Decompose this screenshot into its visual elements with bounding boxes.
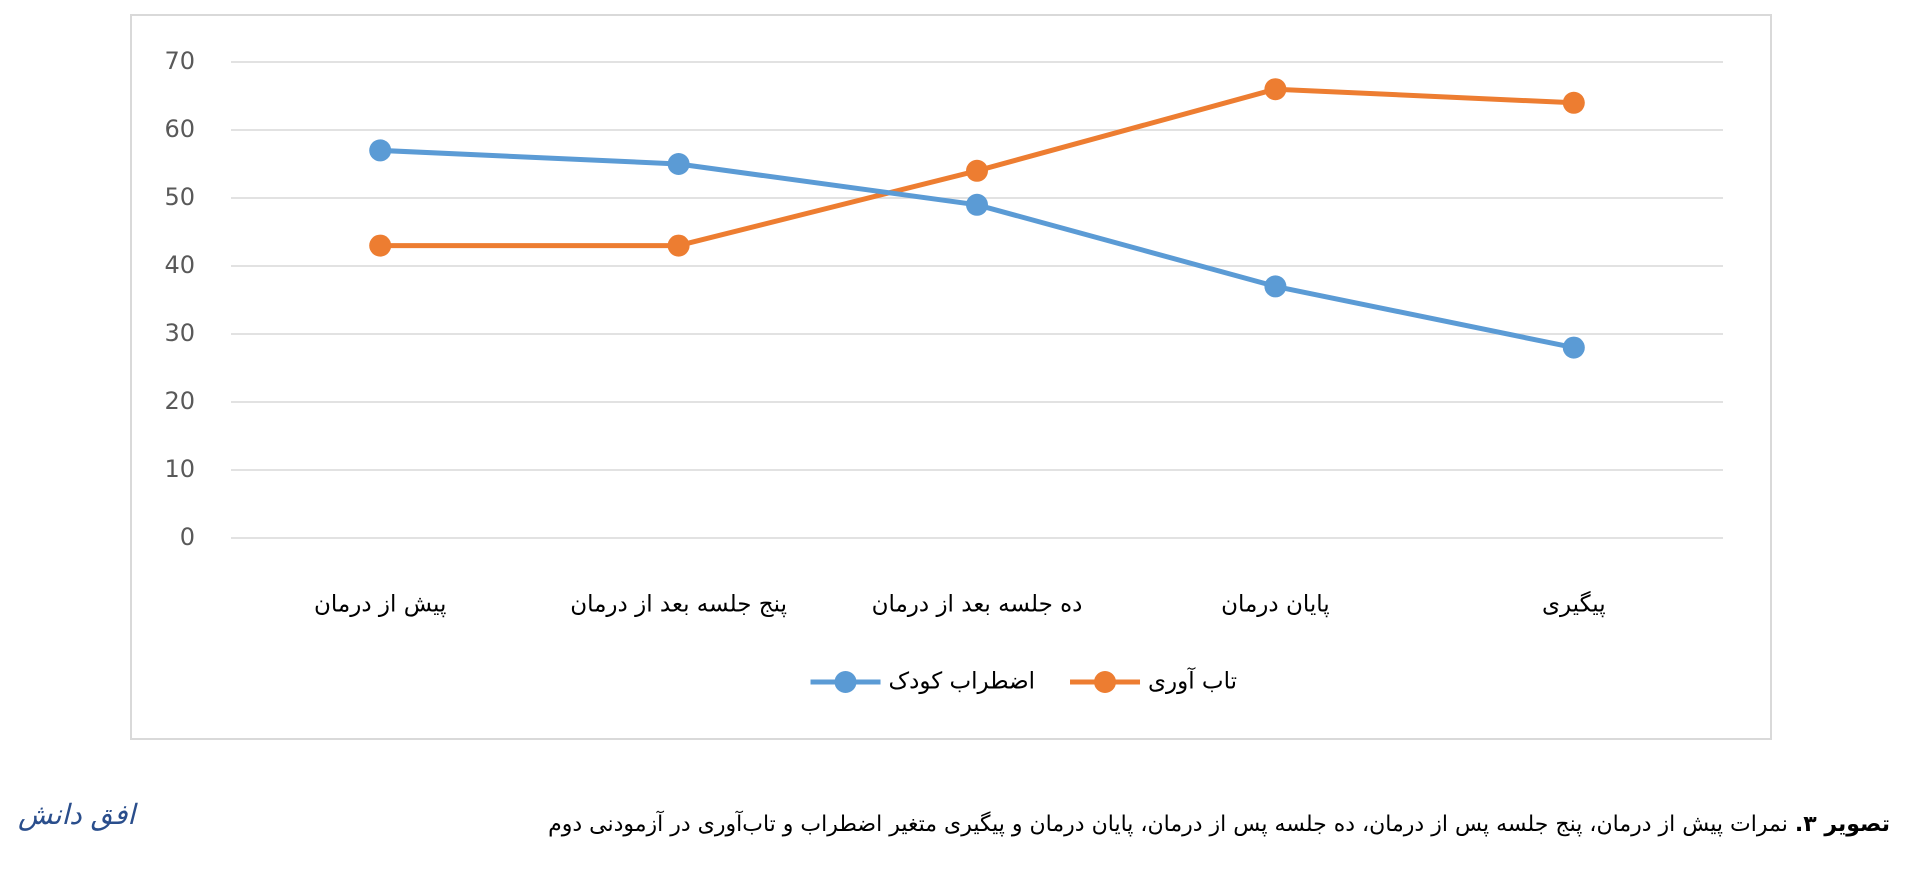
y-tick-label: 40 [164,251,195,279]
data-point [1562,91,1585,114]
y-tick-label: 20 [164,387,195,415]
caption-text: نمرات پیش از درمان، پنج جلسه پس از درمان… [548,812,1788,837]
data-point [966,159,988,182]
x-tick-label: ده جلسه بعد از درمان [872,592,1083,618]
x-tick-label: پنج جلسه بعد از درمان [570,592,787,618]
data-point [1264,78,1287,101]
legend-marker [1094,671,1117,693]
y-tick-label: 70 [164,47,195,75]
caption-label: تصویر ۳. [1794,812,1890,837]
data-point [667,153,690,175]
data-point [1264,275,1287,298]
chart-frame [130,14,1772,740]
legend-label: تاب آوری [1148,667,1237,695]
data-point [667,234,690,257]
caption: تصویر ۳. نمرات پیش از درمان، پنج جلسه پس… [548,812,1890,837]
y-tick-label: 10 [164,455,195,483]
chart: 0 10 20 30 40 50 60 70 پیش از درمان پنج جلسه بعد … [130,14,1772,740]
y-tick-label: 50 [164,183,195,211]
legend-label: اضطراب کودک [889,669,1036,695]
y-tick-label: 60 [164,115,195,143]
data-point [369,234,392,257]
data-point [966,193,988,216]
y-tick-label: 30 [164,319,195,347]
legend-marker [834,671,857,693]
y-tick-label: 0 [180,523,195,551]
logo: افق دانش [18,798,136,831]
x-tick-label: پایان درمان [1221,592,1330,618]
data-point [1562,336,1585,359]
x-tick-label: پیگیری [1542,591,1606,618]
data-point [369,139,392,162]
x-tick-label: پیش از درمان [314,592,446,618]
